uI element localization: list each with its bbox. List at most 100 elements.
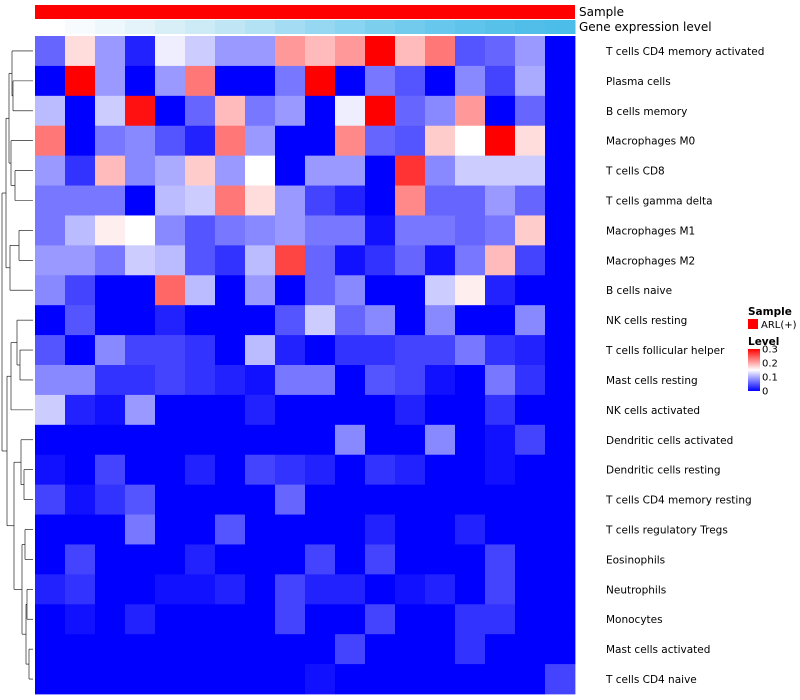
row-label: Plasma cells xyxy=(606,76,671,88)
heatmap-cell xyxy=(455,424,486,456)
heatmap-cell xyxy=(365,574,396,605)
row-label: T cells CD4 memory activated xyxy=(605,46,764,58)
heatmap-cell xyxy=(65,305,96,336)
heatmap-cell xyxy=(95,514,126,545)
heatmap-cell xyxy=(125,155,156,186)
heatmap-cell xyxy=(365,394,396,426)
heatmap-cell xyxy=(395,215,426,246)
heatmap-cell xyxy=(365,245,396,276)
heatmap-cell xyxy=(485,215,516,246)
heatmap-cell xyxy=(545,245,576,276)
heatmap-cell xyxy=(245,155,276,186)
heatmap-cell xyxy=(485,514,516,545)
heatmap-cell xyxy=(35,305,66,336)
heatmap-cell xyxy=(425,424,456,456)
heatmap-cell xyxy=(545,215,576,246)
heatmap-cell xyxy=(215,514,246,545)
heatmap-cell xyxy=(425,305,456,336)
heatmap-cell xyxy=(185,275,216,306)
heatmap-cell xyxy=(245,36,276,67)
heatmap-cell xyxy=(245,424,276,456)
heatmap-cell xyxy=(425,604,456,635)
heatmap-cell xyxy=(455,65,486,97)
heatmap-cell xyxy=(185,245,216,276)
heatmap-cell xyxy=(215,36,246,67)
heatmap-cell xyxy=(515,454,546,486)
heatmap-cell xyxy=(35,634,66,665)
heatmap-cell xyxy=(185,125,216,157)
heatmap-cell xyxy=(485,65,516,97)
heatmap-cell xyxy=(425,335,456,366)
heatmap-cell xyxy=(545,664,576,695)
heatmap-cell xyxy=(425,65,456,97)
heatmap-cell xyxy=(515,424,546,456)
heatmap-cell xyxy=(545,574,576,605)
heatmap-cell xyxy=(515,36,546,67)
heatmap-cell xyxy=(335,245,366,276)
heatmap-cell xyxy=(65,634,96,665)
heatmap-cell xyxy=(245,544,276,575)
row-label: T cells CD8 xyxy=(605,166,665,178)
heatmap-cell xyxy=(455,36,486,67)
row-label: NK cells resting xyxy=(606,315,687,327)
heatmap-cell xyxy=(335,365,366,396)
heatmap-cell xyxy=(65,514,96,545)
heatmap-cell xyxy=(395,454,426,486)
heatmap-cell xyxy=(275,574,306,605)
heatmap-cell xyxy=(155,514,186,545)
row-label: Dendritic cells activated xyxy=(606,435,733,447)
heatmap-cell xyxy=(35,514,66,545)
heatmap-cell xyxy=(95,424,126,456)
row-labels: T cells CD4 memory activated Plasma cells… xyxy=(605,46,764,686)
heatmap-cell xyxy=(65,664,96,695)
heatmap-cell xyxy=(515,365,546,396)
heatmap-cell xyxy=(455,275,486,306)
heatmap-cell xyxy=(155,365,186,396)
heatmap-cell xyxy=(215,454,246,486)
heatmap-cell xyxy=(95,275,126,306)
heatmap-cell xyxy=(515,335,546,366)
heatmap-cell xyxy=(155,36,186,67)
heatmap-cell xyxy=(455,664,486,695)
row-label: B cells memory xyxy=(606,106,687,118)
heatmap-cell xyxy=(365,185,396,216)
row-label: Mast cells resting xyxy=(606,375,698,387)
heatmap-cell xyxy=(65,245,96,276)
heatmap-cell xyxy=(485,95,516,127)
heatmap-cell xyxy=(245,215,276,246)
heatmap-cell xyxy=(305,36,336,67)
heatmap-cell xyxy=(185,95,216,127)
heatmap-cell xyxy=(245,454,276,486)
heatmap-cell xyxy=(425,514,456,545)
heatmap-cell xyxy=(275,604,306,635)
heatmap-cell xyxy=(485,155,516,186)
heatmap-cell xyxy=(515,275,546,306)
heatmap-cell xyxy=(275,424,306,456)
row-label: T cells follicular helper xyxy=(605,345,725,357)
heatmap-cell xyxy=(185,634,216,665)
annotation-cell-expression xyxy=(455,20,486,34)
heatmap-cell xyxy=(365,36,396,67)
heatmap-cell xyxy=(185,664,216,695)
heatmap-cell xyxy=(95,155,126,186)
heatmap-cell xyxy=(395,335,426,366)
heatmap-cell xyxy=(155,155,186,186)
heatmap-cell xyxy=(155,574,186,605)
legend-level-tick: 0.1 xyxy=(762,373,778,384)
heatmap-cell xyxy=(125,544,156,575)
heatmap-cell xyxy=(365,514,396,545)
heatmap-cell xyxy=(125,305,156,336)
heatmap-cell xyxy=(365,95,396,127)
heatmap-cell xyxy=(365,65,396,97)
heatmap-cell xyxy=(395,484,426,515)
heatmap-cell xyxy=(335,454,366,486)
heatmap-cell xyxy=(305,664,336,695)
heatmap-cell xyxy=(185,574,216,605)
heatmap-cell xyxy=(335,155,366,186)
heatmap-cell xyxy=(455,544,486,575)
heatmap-cell xyxy=(65,215,96,246)
heatmap-cell xyxy=(485,185,516,216)
row-dendrogram xyxy=(1,50,33,680)
heatmap-cell xyxy=(215,95,246,127)
heatmap-cell xyxy=(65,484,96,515)
